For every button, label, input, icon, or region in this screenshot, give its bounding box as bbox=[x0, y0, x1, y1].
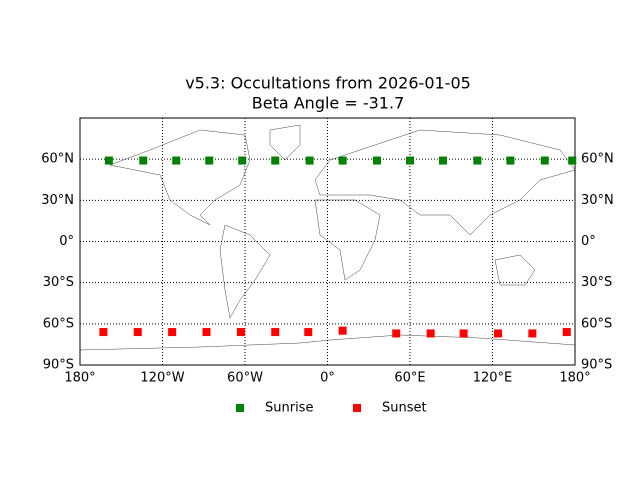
point bbox=[139, 156, 148, 165]
point bbox=[205, 156, 214, 165]
y-tick-label-right: 90°S bbox=[581, 358, 612, 373]
x-tick-label: 60°E bbox=[394, 371, 425, 386]
y-tick-label-right: 30°N bbox=[581, 193, 614, 208]
point bbox=[133, 328, 142, 337]
y-tick-label-right: 60°S bbox=[581, 316, 612, 331]
point bbox=[459, 329, 468, 338]
point bbox=[305, 156, 314, 165]
point bbox=[271, 328, 280, 337]
point bbox=[168, 328, 177, 337]
y-tick-label-right: 60°N bbox=[581, 152, 614, 167]
x-tick-label: 120°E bbox=[473, 371, 513, 386]
point bbox=[373, 156, 381, 165]
y-tick-label: 30°S bbox=[43, 275, 74, 290]
y-tick-label-right: 30°S bbox=[581, 275, 612, 290]
point bbox=[338, 326, 347, 335]
point bbox=[338, 156, 347, 165]
y-tick-label: 30°N bbox=[41, 193, 74, 208]
point bbox=[562, 328, 571, 337]
x-tick-label: 180° bbox=[64, 371, 95, 386]
point bbox=[392, 329, 401, 338]
legend-marker bbox=[353, 404, 361, 412]
legend-marker bbox=[236, 404, 244, 412]
y-tick-label: 0° bbox=[59, 234, 74, 249]
point bbox=[473, 156, 482, 165]
point bbox=[540, 156, 549, 165]
x-tick-label: 60°W bbox=[227, 371, 263, 386]
point bbox=[506, 156, 515, 165]
legend-label: Sunset bbox=[382, 401, 427, 416]
x-tick-label: 120°W bbox=[140, 371, 184, 386]
point bbox=[236, 328, 245, 337]
x-tick-label: 0° bbox=[320, 371, 335, 386]
point bbox=[172, 156, 181, 165]
point bbox=[238, 156, 247, 165]
chart-subtitle: Beta Angle = -31.7 bbox=[252, 94, 405, 113]
x-tick-label: 180° bbox=[559, 371, 590, 386]
y-tick-label: 60°S bbox=[43, 316, 74, 331]
point bbox=[406, 156, 414, 165]
y-tick-label: 90°S bbox=[43, 358, 74, 373]
point bbox=[494, 329, 502, 338]
y-tick-label-right: 0° bbox=[581, 234, 596, 249]
point bbox=[104, 156, 113, 165]
point bbox=[568, 156, 577, 165]
legend-label: Sunrise bbox=[265, 401, 313, 416]
point bbox=[439, 156, 447, 165]
point bbox=[426, 329, 435, 338]
point bbox=[304, 328, 313, 337]
point bbox=[99, 328, 108, 337]
point bbox=[202, 328, 211, 337]
y-tick-label: 60°N bbox=[41, 152, 74, 167]
point bbox=[528, 329, 537, 338]
point bbox=[271, 156, 280, 165]
chart-title: v5.3: Occultations from 2026-01-05 bbox=[185, 74, 471, 93]
